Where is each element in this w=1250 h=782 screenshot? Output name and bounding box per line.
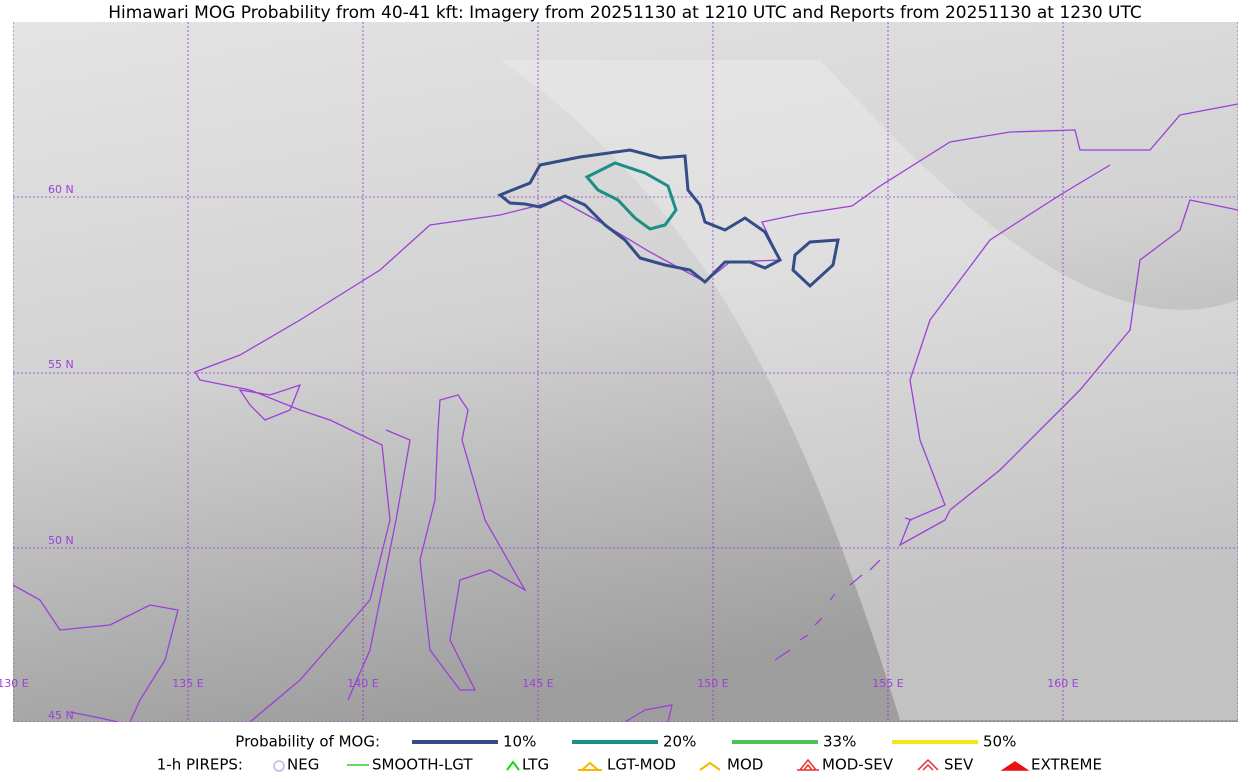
legend-label: SEV xyxy=(944,756,974,774)
mog-contours xyxy=(497,148,840,289)
cloud-band xyxy=(500,60,1238,720)
lon-label: 145 E xyxy=(522,677,553,690)
graticule xyxy=(13,22,1238,722)
legend-symbol xyxy=(506,760,520,771)
legend-label: NEG xyxy=(287,756,319,774)
legend-label: 20% xyxy=(663,733,696,751)
lat-label: 50 N xyxy=(48,534,74,547)
lon-label: 135 E xyxy=(172,677,203,690)
legend-title: 1-h PIREPS: xyxy=(157,756,243,774)
title: Himawari MOG Probability from 40-41 kft:… xyxy=(108,3,1142,23)
contour-10 xyxy=(791,238,840,289)
legend-label: SMOOTH-LGT xyxy=(372,756,473,774)
legend-label: 50% xyxy=(983,733,1016,751)
probability-legend: Probability of MOG: 10% 20% 33% 50% xyxy=(235,733,1016,751)
lat-label: 60 N xyxy=(48,183,74,196)
legend-label: MOD xyxy=(727,756,763,774)
contour-10 xyxy=(497,148,783,285)
lon-label: 150 E xyxy=(697,677,728,690)
lat-label: 45 N xyxy=(48,709,74,722)
lon-label: 155 E xyxy=(872,677,903,690)
legend-symbol xyxy=(1000,761,1030,771)
legend-symbol xyxy=(273,760,285,772)
legend-label: LTG xyxy=(522,756,549,774)
legend-label: EXTREME xyxy=(1031,756,1102,774)
legend-symbol xyxy=(699,761,721,771)
lon-label: 140 E xyxy=(347,677,378,690)
lon-label: 130 E xyxy=(0,677,29,690)
legend-label: 33% xyxy=(823,733,856,751)
legend-label: 10% xyxy=(503,733,536,751)
lat-label: 55 N xyxy=(48,358,74,371)
map xyxy=(13,22,1238,722)
coastlines xyxy=(13,103,1238,722)
pirep-legend: 1-h PIREPS: NEG SMOOTH-LGT LTG LGT-MOD MOD MO… xyxy=(157,756,1102,774)
satellite-imagery xyxy=(13,22,1238,722)
lon-label: 160 E xyxy=(1047,677,1078,690)
legend-symbol xyxy=(917,758,939,771)
legend-title: Probability of MOG: xyxy=(235,733,380,751)
legend-symbol xyxy=(797,758,819,771)
graticule-labels: 60 N 55 N 50 N 45 N 130 E 135 E 140 E 14… xyxy=(0,183,1079,722)
contour-20 xyxy=(584,161,678,231)
legend-label: MOD-SEV xyxy=(822,756,894,774)
legend-label: LGT-MOD xyxy=(607,756,676,774)
legend-symbol xyxy=(578,761,602,771)
